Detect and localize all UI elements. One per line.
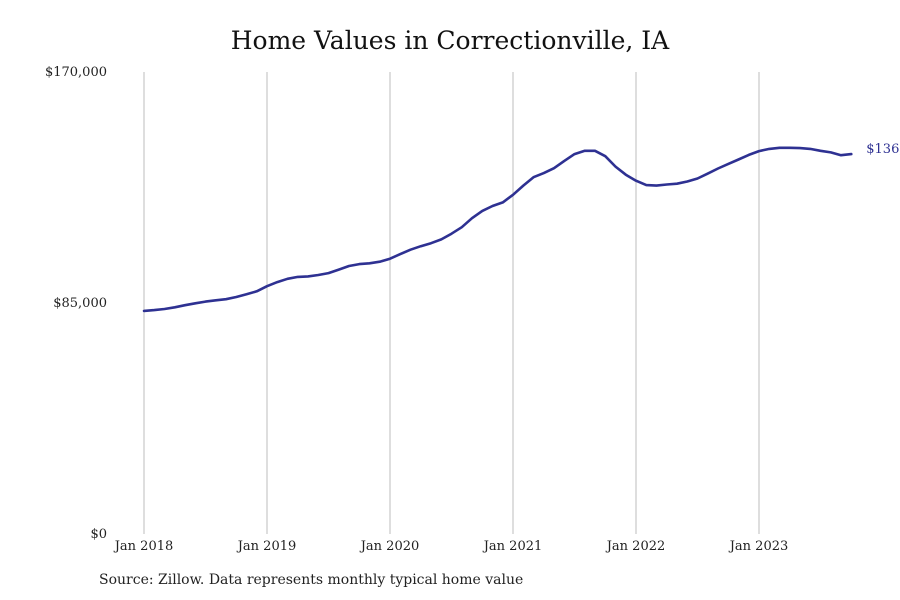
data-point [163,308,166,311]
chart-title: Home Values in Correctionville, IA [230,26,670,55]
data-point [297,276,300,279]
data-point [389,257,392,260]
data-point [563,160,566,163]
data-point [717,167,720,170]
data-point [614,165,617,168]
data-point [450,232,453,235]
data-point [635,179,638,182]
data-point [276,281,279,284]
data-point [502,201,505,204]
data-point [594,150,597,153]
data-point [317,274,320,277]
data-point [522,184,525,187]
data-point [809,148,812,151]
x-tick-label: Jan 2021 [482,539,543,554]
data-point [573,153,576,156]
data-point [532,176,535,179]
y-axis-ticks: $0 $85,000 $170,000 [45,65,107,542]
data-point [819,150,822,153]
data-point [686,180,689,183]
y-tick-label: $170,000 [45,65,107,80]
x-axis-ticks: Jan 2018 Jan 2019 Jan 2020 Jan 2021 Jan 2022… [113,539,789,554]
data-point [368,262,371,265]
data-point [799,147,802,150]
data-point [327,272,330,275]
data-point [245,293,248,296]
data-point [286,278,289,281]
data-point [153,309,156,312]
series-line [142,146,853,313]
data-point [440,238,443,241]
data-point [143,310,146,313]
x-tick-label: Jan 2022 [605,539,666,554]
data-point [655,184,658,187]
data-point [789,147,792,150]
data-point [235,296,238,299]
x-tick-label: Jan 2023 [728,539,789,554]
data-point [676,182,679,185]
data-point [194,302,197,305]
data-point [584,150,587,153]
y-tick-label: $0 [90,527,107,542]
data-point [379,260,382,263]
data-point [409,248,412,251]
data-point [348,265,351,268]
data-point [768,148,771,151]
data-point [696,177,699,180]
data-point [645,184,648,187]
data-point [850,153,853,156]
x-tick-label: Jan 2018 [113,539,174,554]
data-point [625,173,628,176]
series-layer: $136,992 [142,142,900,313]
data-point [748,154,751,157]
data-point [543,172,546,175]
data-point [420,245,423,248]
data-point [553,167,556,170]
data-point [727,163,730,166]
data-point [255,290,258,293]
data-point [174,306,177,309]
data-point [778,147,781,150]
data-point [707,172,710,175]
data-point [461,226,464,229]
data-point [204,300,207,303]
data-point [338,268,341,271]
gridlines [143,72,760,534]
data-point [471,217,474,220]
x-tick-label: Jan 2019 [236,539,297,554]
data-point [512,194,515,197]
data-point [830,151,833,154]
data-point [758,150,761,153]
data-point [184,304,187,307]
data-point [430,242,433,245]
series-end-label: $136,992 [866,142,900,157]
data-point [307,275,310,278]
source-note: Source: Zillow. Data represents monthly … [99,572,524,588]
x-tick-label: Jan 2020 [359,539,420,554]
data-point [491,205,494,208]
data-point [358,263,361,266]
data-point [604,155,607,158]
data-point [266,285,269,288]
data-point [399,253,402,256]
data-point [481,210,484,213]
data-point [840,154,843,157]
y-tick-label: $85,000 [53,296,107,311]
data-point [737,158,740,161]
data-point [666,183,669,186]
data-point [225,298,228,301]
data-point [215,299,218,302]
